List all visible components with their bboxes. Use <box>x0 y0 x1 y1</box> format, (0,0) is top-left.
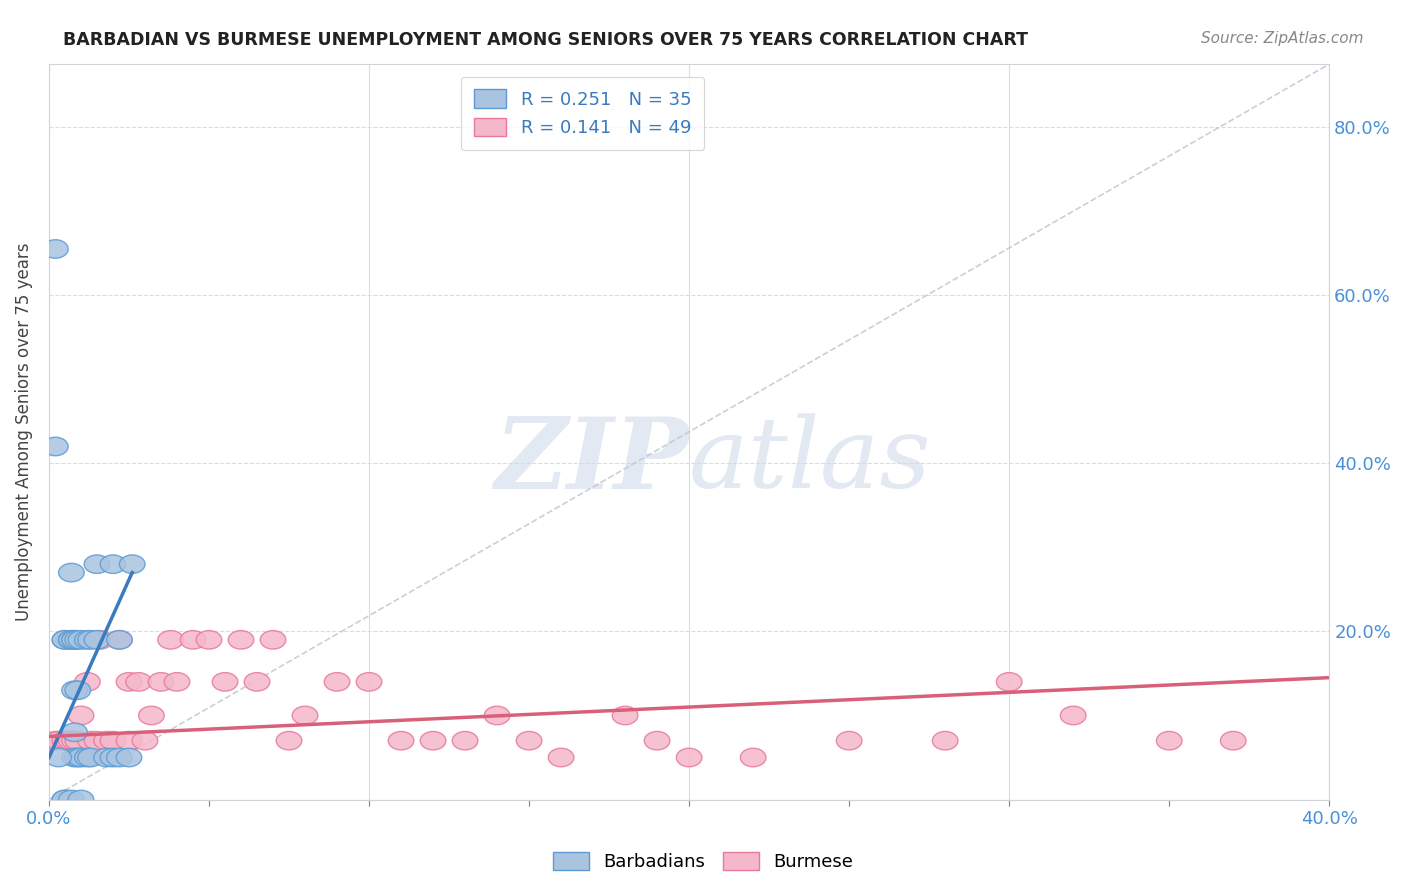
Ellipse shape <box>388 731 413 750</box>
Ellipse shape <box>62 631 87 649</box>
Ellipse shape <box>42 437 67 456</box>
Text: Source: ZipAtlas.com: Source: ZipAtlas.com <box>1201 31 1364 46</box>
Ellipse shape <box>94 748 120 767</box>
Ellipse shape <box>228 631 254 649</box>
Ellipse shape <box>52 790 77 809</box>
Ellipse shape <box>100 748 125 767</box>
Ellipse shape <box>1220 731 1246 750</box>
Ellipse shape <box>107 631 132 649</box>
Y-axis label: Unemployment Among Seniors over 75 years: Unemployment Among Seniors over 75 years <box>15 243 32 621</box>
Ellipse shape <box>932 731 957 750</box>
Ellipse shape <box>75 631 100 649</box>
Ellipse shape <box>52 631 77 649</box>
Ellipse shape <box>1156 731 1182 750</box>
Ellipse shape <box>65 681 90 699</box>
Ellipse shape <box>644 731 669 750</box>
Ellipse shape <box>52 631 77 649</box>
Ellipse shape <box>356 673 382 691</box>
Ellipse shape <box>139 706 165 724</box>
Ellipse shape <box>276 731 302 750</box>
Ellipse shape <box>87 631 112 649</box>
Ellipse shape <box>157 631 183 649</box>
Ellipse shape <box>52 790 77 809</box>
Ellipse shape <box>120 555 145 574</box>
Ellipse shape <box>59 731 84 750</box>
Ellipse shape <box>180 631 205 649</box>
Ellipse shape <box>59 631 84 649</box>
Ellipse shape <box>42 731 67 750</box>
Ellipse shape <box>165 673 190 691</box>
Ellipse shape <box>46 731 72 750</box>
Ellipse shape <box>94 731 120 750</box>
Ellipse shape <box>65 631 90 649</box>
Ellipse shape <box>77 731 104 750</box>
Ellipse shape <box>59 790 84 809</box>
Ellipse shape <box>46 748 72 767</box>
Ellipse shape <box>52 731 77 750</box>
Ellipse shape <box>67 706 94 724</box>
Ellipse shape <box>77 631 104 649</box>
Ellipse shape <box>117 673 142 691</box>
Ellipse shape <box>100 731 125 750</box>
Ellipse shape <box>62 681 87 699</box>
Ellipse shape <box>197 631 222 649</box>
Ellipse shape <box>59 631 84 649</box>
Ellipse shape <box>453 731 478 750</box>
Ellipse shape <box>997 673 1022 691</box>
Ellipse shape <box>107 748 132 767</box>
Text: ZIP: ZIP <box>494 413 689 509</box>
Ellipse shape <box>100 555 125 574</box>
Ellipse shape <box>420 731 446 750</box>
Ellipse shape <box>548 748 574 767</box>
Ellipse shape <box>42 240 67 258</box>
Ellipse shape <box>84 631 110 649</box>
Ellipse shape <box>245 673 270 691</box>
Ellipse shape <box>62 748 87 767</box>
Ellipse shape <box>67 790 94 809</box>
Text: BARBADIAN VS BURMESE UNEMPLOYMENT AMONG SENIORS OVER 75 YEARS CORRELATION CHART: BARBADIAN VS BURMESE UNEMPLOYMENT AMONG … <box>63 31 1028 49</box>
Legend: R = 0.251   N = 35, R = 0.141   N = 49: R = 0.251 N = 35, R = 0.141 N = 49 <box>461 77 704 150</box>
Ellipse shape <box>1060 706 1085 724</box>
Ellipse shape <box>741 748 766 767</box>
Ellipse shape <box>325 673 350 691</box>
Ellipse shape <box>148 673 174 691</box>
Ellipse shape <box>62 723 87 741</box>
Ellipse shape <box>67 748 94 767</box>
Ellipse shape <box>117 748 142 767</box>
Ellipse shape <box>212 673 238 691</box>
Text: atlas: atlas <box>689 414 932 508</box>
Ellipse shape <box>676 748 702 767</box>
Ellipse shape <box>84 731 110 750</box>
Ellipse shape <box>612 706 638 724</box>
Ellipse shape <box>67 631 94 649</box>
Ellipse shape <box>516 731 541 750</box>
Ellipse shape <box>125 673 152 691</box>
Ellipse shape <box>62 631 87 649</box>
Ellipse shape <box>260 631 285 649</box>
Ellipse shape <box>132 731 157 750</box>
Ellipse shape <box>292 706 318 724</box>
Legend: Barbadians, Burmese: Barbadians, Burmese <box>546 845 860 879</box>
Ellipse shape <box>65 748 90 767</box>
Ellipse shape <box>62 731 87 750</box>
Ellipse shape <box>75 673 100 691</box>
Ellipse shape <box>75 748 100 767</box>
Ellipse shape <box>117 731 142 750</box>
Ellipse shape <box>84 555 110 574</box>
Ellipse shape <box>107 631 132 649</box>
Ellipse shape <box>65 731 90 750</box>
Ellipse shape <box>484 706 510 724</box>
Ellipse shape <box>837 731 862 750</box>
Ellipse shape <box>55 731 82 750</box>
Ellipse shape <box>59 564 84 582</box>
Ellipse shape <box>77 748 104 767</box>
